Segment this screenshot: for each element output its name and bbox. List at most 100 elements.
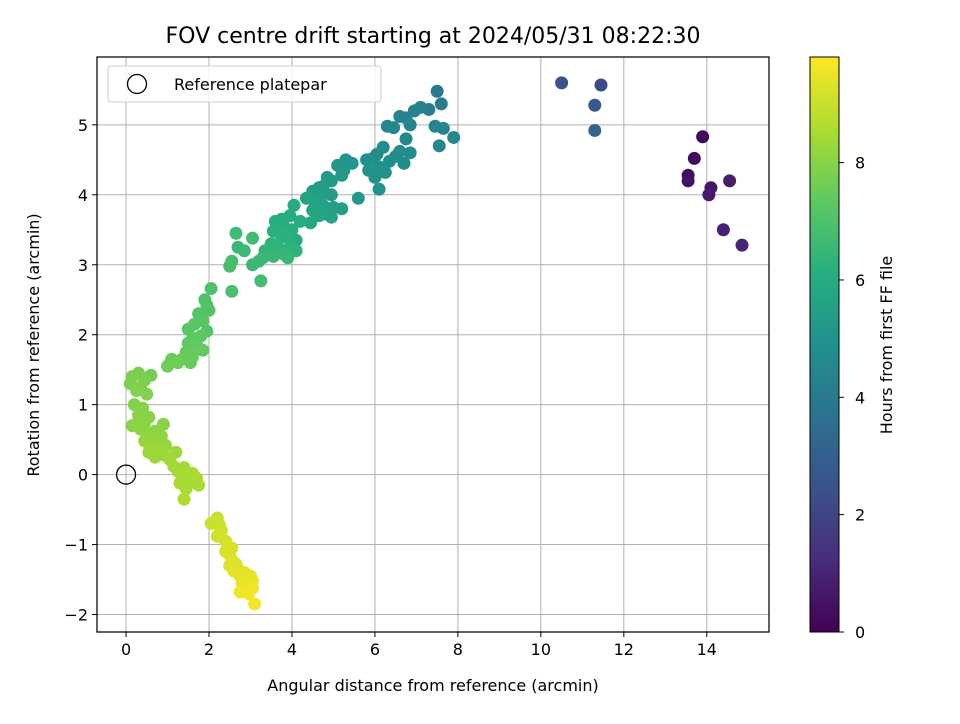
data-points — [123, 76, 749, 611]
x-tick-label: 8 — [453, 640, 463, 659]
colorbar: 0 2 4 6 8 Hours from first FF file — [809, 56, 896, 642]
data-point — [588, 123, 602, 137]
y-axis-label: Rotation from reference (arcmin) — [24, 213, 43, 476]
data-point — [179, 482, 193, 496]
data-point — [177, 492, 191, 506]
plot-frame — [96, 56, 770, 633]
data-point — [372, 182, 386, 196]
y-tick-label: 5 — [78, 116, 88, 135]
x-tick-label: 6 — [370, 640, 380, 659]
colorbar-ticks: 0 2 4 6 8 — [839, 154, 865, 642]
data-point — [266, 249, 280, 263]
data-point — [681, 174, 695, 188]
data-point — [279, 230, 293, 244]
data-point — [368, 170, 382, 184]
legend-marker-icon — [126, 73, 148, 95]
x-tick-label: 10 — [531, 640, 551, 659]
y-tick-label: −2 — [64, 606, 88, 625]
data-point — [397, 156, 411, 170]
x-tick-label: 0 — [121, 640, 131, 659]
data-point — [335, 168, 349, 182]
data-point — [204, 282, 218, 296]
data-point — [148, 450, 162, 464]
x-axis-label: Angular distance from reference (arcmin) — [267, 676, 598, 695]
data-point — [434, 97, 448, 111]
data-point — [129, 384, 143, 398]
colorbar-tick-label: 8 — [855, 154, 865, 173]
data-point — [696, 130, 710, 144]
data-point — [687, 151, 701, 165]
data-point — [316, 179, 330, 193]
data-point — [436, 121, 450, 135]
legend-label: Reference platepar — [174, 75, 327, 94]
y-tick-label: 4 — [78, 186, 88, 205]
data-point — [403, 118, 417, 132]
data-point — [555, 76, 569, 90]
y-tick-label: 2 — [78, 326, 88, 345]
data-point — [196, 343, 210, 357]
data-point — [161, 359, 175, 373]
y-tick-label: 1 — [78, 396, 88, 415]
data-point — [183, 356, 197, 370]
data-point — [324, 210, 338, 224]
colorbar-tick-label: 2 — [855, 506, 865, 525]
data-point — [202, 303, 216, 317]
data-point — [304, 216, 318, 230]
data-point — [293, 214, 307, 228]
data-point — [192, 478, 206, 492]
data-point — [594, 78, 608, 92]
data-point — [716, 223, 730, 237]
data-point — [378, 165, 392, 179]
x-tick-label: 12 — [614, 640, 634, 659]
data-point — [324, 188, 338, 202]
data-point — [399, 132, 413, 146]
data-point — [432, 139, 446, 153]
data-point — [246, 231, 260, 245]
data-point — [447, 130, 461, 144]
data-point — [171, 356, 185, 370]
colorbar-tick-label: 0 — [855, 623, 865, 642]
data-point — [351, 191, 365, 205]
data-point — [403, 146, 417, 160]
data-point — [387, 121, 401, 135]
colorbar-tick-label: 4 — [855, 388, 865, 407]
colorbar-tick-label: 6 — [855, 271, 865, 290]
data-point — [241, 587, 255, 601]
data-point — [223, 259, 237, 273]
data-point — [360, 153, 374, 167]
data-point — [229, 226, 243, 240]
data-point — [248, 597, 262, 611]
y-tick-label: 0 — [78, 466, 88, 485]
x-tick-label: 2 — [204, 640, 214, 659]
y-tick-label: 3 — [78, 256, 88, 275]
data-point — [140, 387, 154, 401]
legend-box — [107, 65, 382, 103]
data-point — [281, 251, 295, 265]
colorbar-gradient — [809, 56, 840, 633]
data-point — [246, 258, 260, 272]
data-point — [254, 274, 268, 288]
data-point — [430, 84, 444, 98]
data-point — [702, 188, 716, 202]
x-tick-label: 14 — [697, 640, 717, 659]
y-axis-ticks: −2 −1 0 1 2 3 4 5 — [64, 116, 97, 625]
data-point — [287, 198, 301, 212]
reference-point — [115, 464, 137, 485]
grid-lines — [97, 57, 769, 632]
chart-title: FOV centre drift starting at 2024/05/31 … — [166, 24, 701, 49]
data-point — [225, 284, 239, 298]
data-point — [588, 98, 602, 112]
data-point — [723, 174, 737, 188]
x-axis-ticks: 0 2 4 6 8 10 12 14 — [121, 632, 717, 659]
legend: Reference platepar — [107, 65, 382, 103]
data-point — [231, 240, 245, 254]
reference-marker — [115, 464, 137, 485]
y-tick-label: −1 — [64, 536, 88, 555]
data-point — [270, 238, 284, 252]
x-tick-label: 4 — [287, 640, 297, 659]
colorbar-label: Hours from first FF file — [877, 256, 896, 435]
data-point — [735, 238, 749, 252]
data-point — [335, 202, 349, 216]
